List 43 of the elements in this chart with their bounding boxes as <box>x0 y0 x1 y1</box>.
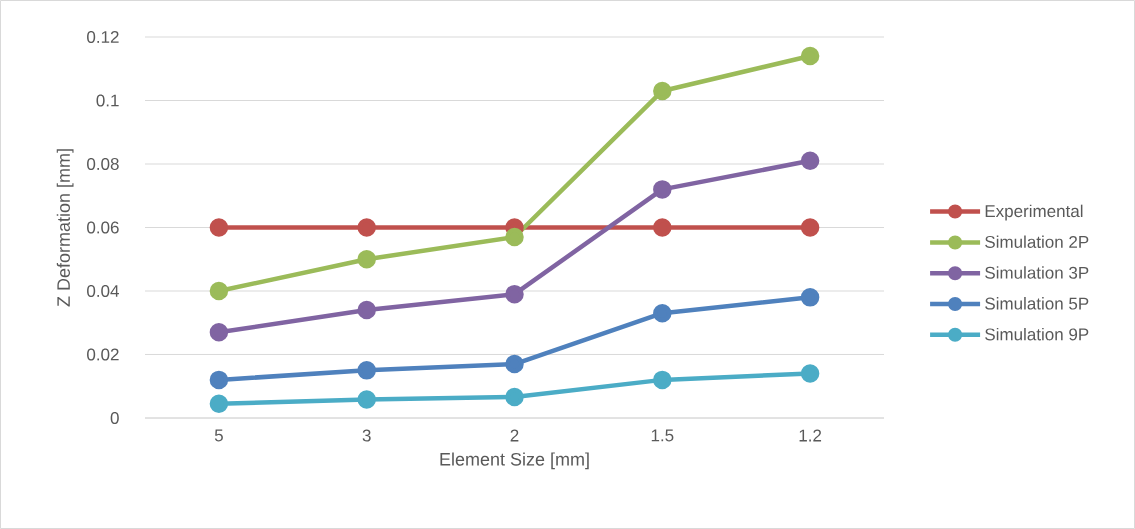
point <box>505 354 524 374</box>
point <box>357 249 376 269</box>
point <box>800 364 820 383</box>
x-tick-label: 2 <box>510 429 519 442</box>
y-tick-label: 0.1 <box>96 94 119 107</box>
legend-label: Simulation 9P <box>985 327 1089 341</box>
y-tick-label: 0.08 <box>87 157 119 171</box>
point <box>653 303 672 323</box>
y-axis-title: Z Deformation [mm] <box>56 149 74 307</box>
point <box>209 218 229 237</box>
point <box>653 370 672 390</box>
point <box>357 300 376 320</box>
point <box>800 151 820 171</box>
point <box>505 227 524 247</box>
point <box>505 387 524 407</box>
point <box>653 218 672 237</box>
point <box>357 218 376 237</box>
point <box>653 180 672 199</box>
point <box>209 370 229 390</box>
x-tick-label: 3 <box>362 429 371 442</box>
point <box>357 390 376 409</box>
point <box>800 288 820 307</box>
y-tick-label: 0.12 <box>87 30 119 44</box>
point <box>505 284 524 304</box>
y-tick-label: 0.06 <box>87 221 119 234</box>
legend-label: Simulation 3P <box>985 266 1089 279</box>
x-axis-title: Element Size [mm] <box>440 452 589 470</box>
point <box>209 281 229 301</box>
y-tick-label: 0.04 <box>87 284 119 298</box>
point <box>800 218 820 237</box>
point <box>800 46 820 66</box>
legend-label: Experimental <box>985 204 1083 221</box>
point <box>209 394 229 413</box>
y-tick-label: 0 <box>110 411 119 425</box>
x-tick-label: 1.5 <box>651 429 674 442</box>
legend-label: Simulation 2P <box>985 235 1089 248</box>
point <box>209 323 229 342</box>
x-tick-label: 1.2 <box>799 429 822 442</box>
x-tick-label: 5 <box>214 429 223 442</box>
point <box>357 361 376 380</box>
point <box>653 81 672 101</box>
legend-label: Simulation 5P <box>985 297 1089 310</box>
y-tick-label: 0.02 <box>87 348 119 361</box>
